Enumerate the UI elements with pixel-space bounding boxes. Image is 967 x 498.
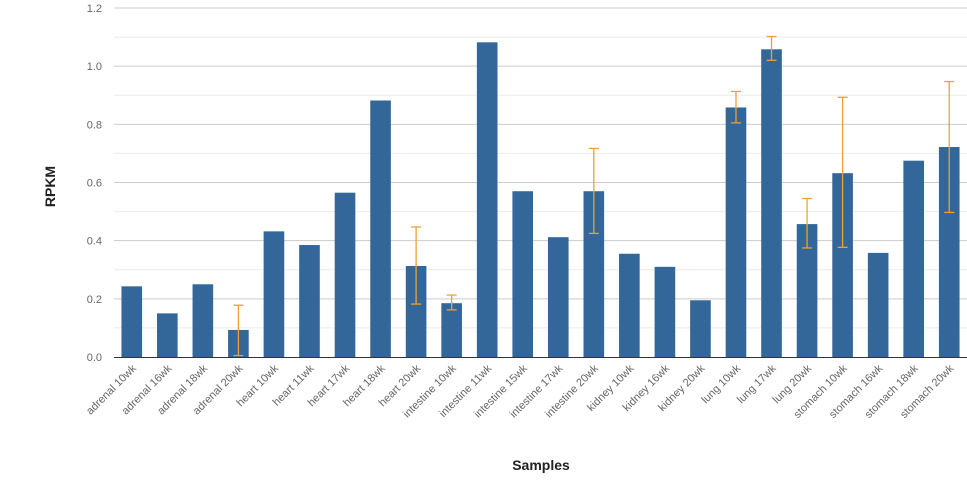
bars-layer — [121, 42, 960, 358]
error-bars-layer — [233, 35, 955, 357]
y-tick-label: 0.2 — [87, 294, 102, 306]
error-bar — [233, 304, 244, 357]
bar[interactable] — [619, 253, 640, 357]
error-bar — [944, 80, 955, 214]
bar[interactable] — [903, 160, 924, 357]
grid-layer — [114, 7, 967, 329]
bar[interactable] — [832, 173, 853, 357]
bar[interactable] — [725, 107, 747, 357]
error-bar — [802, 197, 813, 249]
y-axis-ticks: 0.0 0.2 0.4 0.6 0.8 1.0 1.2 — [87, 3, 102, 364]
bar[interactable] — [654, 266, 676, 357]
error-bar — [446, 294, 457, 311]
bar[interactable] — [512, 191, 534, 357]
error-bar — [837, 96, 848, 249]
bar[interactable] — [157, 313, 178, 357]
error-bar — [411, 226, 422, 305]
y-axis-title: RPKM — [42, 166, 58, 207]
bar[interactable] — [867, 252, 889, 357]
y-tick-label: 1.0 — [87, 61, 102, 73]
y-tick-label: 0.4 — [87, 236, 102, 248]
y-tick-label: 0.8 — [87, 119, 102, 131]
bar[interactable] — [405, 265, 427, 357]
bar[interactable] — [761, 49, 782, 357]
bar[interactable] — [476, 42, 498, 358]
bar[interactable] — [370, 100, 391, 358]
bar[interactable] — [547, 237, 569, 357]
bar[interactable] — [263, 231, 285, 357]
error-bar — [588, 147, 599, 235]
bar[interactable] — [334, 192, 356, 357]
bar[interactable] — [796, 224, 818, 357]
y-tick-label: 1.2 — [87, 3, 102, 15]
bar[interactable] — [121, 286, 143, 357]
bar[interactable] — [299, 245, 320, 357]
error-bar — [766, 35, 777, 61]
y-tick-label: 0.0 — [87, 352, 102, 364]
bar[interactable] — [690, 300, 711, 357]
x-axis-title: Samples — [512, 457, 570, 473]
error-bar — [730, 90, 741, 124]
bar[interactable] — [441, 303, 462, 357]
y-tick-label: 0.6 — [87, 178, 102, 190]
bar[interactable] — [583, 191, 605, 357]
bar[interactable] — [938, 147, 960, 357]
bar[interactable] — [192, 284, 214, 357]
